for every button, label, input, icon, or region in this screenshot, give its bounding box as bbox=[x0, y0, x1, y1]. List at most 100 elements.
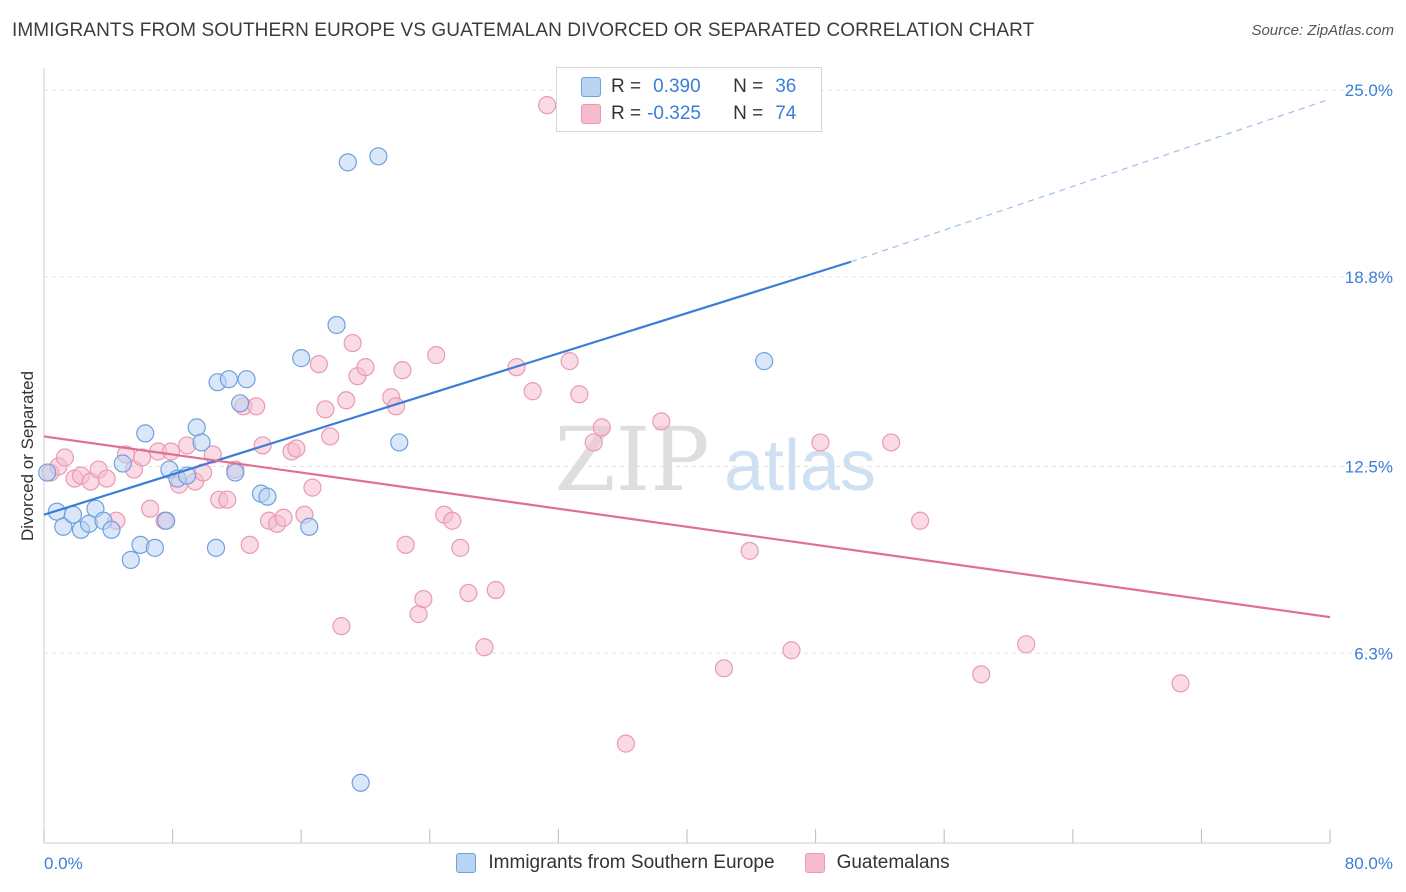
data-point-blue bbox=[327, 315, 346, 335]
data-point-pink bbox=[972, 665, 991, 684]
data-point-pink bbox=[396, 535, 415, 554]
data-point-pink bbox=[1017, 635, 1036, 654]
data-point-blue bbox=[292, 349, 311, 368]
x-tick-label: 0.0% bbox=[44, 854, 83, 873]
legend-r-label: R = bbox=[611, 103, 642, 124]
legend-r-value: -0.325 bbox=[647, 103, 701, 124]
data-point-blue bbox=[258, 487, 277, 506]
data-point-pink bbox=[240, 535, 259, 554]
y-tick-label: 25.0% bbox=[1345, 81, 1393, 100]
data-point-blue bbox=[755, 352, 774, 371]
data-point-pink bbox=[393, 361, 412, 380]
watermark-zip: ZIP bbox=[554, 408, 709, 511]
data-point-pink bbox=[409, 605, 428, 624]
data-point-blue bbox=[219, 370, 238, 389]
data-point-pink bbox=[321, 427, 340, 446]
data-point-blue bbox=[351, 773, 370, 792]
data-point-pink bbox=[287, 439, 306, 458]
y-tick-label: 12.5% bbox=[1345, 458, 1393, 477]
series-name-pink: Guatemalans bbox=[836, 852, 950, 873]
data-point-blue bbox=[206, 538, 226, 557]
legend-swatch-blue bbox=[581, 77, 601, 97]
data-point-blue bbox=[390, 433, 409, 452]
y-tick-label: 6.3% bbox=[1354, 644, 1393, 663]
data-point-pink bbox=[451, 538, 470, 557]
series-swatch-blue bbox=[456, 853, 477, 873]
data-point-pink bbox=[570, 385, 589, 404]
legend-row-blue: R = 0.390 N = 36 bbox=[581, 73, 796, 101]
data-point-blue bbox=[54, 517, 73, 536]
data-point-pink bbox=[616, 734, 636, 753]
data-point-blue bbox=[157, 511, 176, 530]
data-point-pink bbox=[414, 589, 433, 609]
tick-labels: 6.3% 12.5% 18.8% 25.0% 0.0% 80.0% bbox=[44, 81, 1393, 873]
data-point-pink bbox=[538, 96, 557, 115]
data-point-pink bbox=[140, 499, 160, 518]
points-blue bbox=[38, 147, 774, 792]
data-point-pink bbox=[443, 511, 462, 530]
legend-n-label: N = bbox=[733, 76, 764, 97]
grid-lines bbox=[44, 89, 1392, 654]
data-point-blue bbox=[187, 418, 206, 437]
data-point-pink bbox=[910, 511, 930, 530]
legend-row-pink: R = -0.325 N = 74 bbox=[581, 100, 796, 128]
series-legend-item-pink[interactable]: Guatemalans bbox=[804, 852, 950, 874]
data-point-blue bbox=[300, 517, 319, 536]
data-point-pink bbox=[132, 448, 152, 467]
data-point-pink bbox=[332, 617, 351, 636]
data-point-blue bbox=[338, 153, 357, 172]
data-point-blue bbox=[226, 463, 245, 482]
trend-line-blue bbox=[43, 260, 852, 516]
chart-title: IMMIGRANTS FROM SOUTHERN EUROPE VS GUATE… bbox=[12, 20, 1035, 41]
data-point-pink bbox=[247, 397, 266, 416]
legend-n-value: 36 bbox=[775, 76, 797, 97]
data-point-pink bbox=[740, 541, 759, 560]
legend-n-label: N = bbox=[733, 103, 764, 124]
y-axis-label: Divorced or Separated bbox=[18, 371, 37, 541]
data-point-pink bbox=[303, 478, 322, 497]
data-point-pink bbox=[459, 583, 478, 603]
trend-line-pink bbox=[43, 435, 1331, 619]
data-point-pink bbox=[97, 469, 116, 488]
data-point-blue bbox=[38, 463, 57, 482]
data-point-pink bbox=[475, 638, 494, 657]
series-legend-item-blue[interactable]: Immigrants from Southern Europe bbox=[456, 852, 775, 874]
data-point-pink bbox=[337, 391, 356, 410]
data-point-pink bbox=[55, 448, 74, 467]
trend-lines bbox=[43, 98, 1331, 619]
data-point-pink bbox=[1171, 674, 1190, 693]
series-legend: Immigrants from Southern Europe Guatemal… bbox=[0, 852, 1406, 874]
data-point-blue bbox=[192, 433, 211, 452]
legend-swatch-pink bbox=[581, 104, 601, 124]
data-point-blue bbox=[102, 520, 121, 539]
x-tick-label: 80.0% bbox=[1345, 854, 1393, 873]
source-label: Source: ZipAtlas.com bbox=[1251, 22, 1394, 39]
data-point-pink bbox=[782, 641, 801, 660]
watermark-atlas: atlas bbox=[724, 426, 876, 506]
data-point-pink bbox=[316, 400, 335, 419]
data-point-blue bbox=[145, 538, 165, 557]
legend-r-value: 0.390 bbox=[653, 76, 701, 97]
data-point-pink bbox=[486, 580, 505, 600]
data-point-blue bbox=[231, 394, 250, 413]
stats-legend: R = 0.390 N = 36 R = -0.325 N = 74 bbox=[556, 67, 822, 132]
axes bbox=[43, 68, 1331, 844]
data-point-pink bbox=[274, 508, 293, 527]
data-point-pink bbox=[560, 352, 579, 371]
data-point-blue bbox=[237, 370, 256, 389]
data-point-blue bbox=[63, 505, 83, 524]
data-point-pink bbox=[714, 659, 734, 678]
data-point-pink bbox=[356, 358, 375, 377]
data-point-blue bbox=[113, 454, 132, 473]
data-point-pink bbox=[811, 433, 830, 452]
data-point-blue bbox=[369, 147, 388, 166]
y-tick-label: 18.8% bbox=[1345, 268, 1393, 287]
legend-r-label: R = bbox=[611, 76, 642, 97]
legend-n-value: 74 bbox=[775, 103, 797, 124]
series-swatch-pink bbox=[804, 853, 825, 873]
data-point-pink bbox=[309, 355, 328, 374]
data-point-pink bbox=[218, 490, 237, 509]
data-point-pink bbox=[161, 442, 181, 461]
data-point-pink bbox=[584, 433, 603, 452]
